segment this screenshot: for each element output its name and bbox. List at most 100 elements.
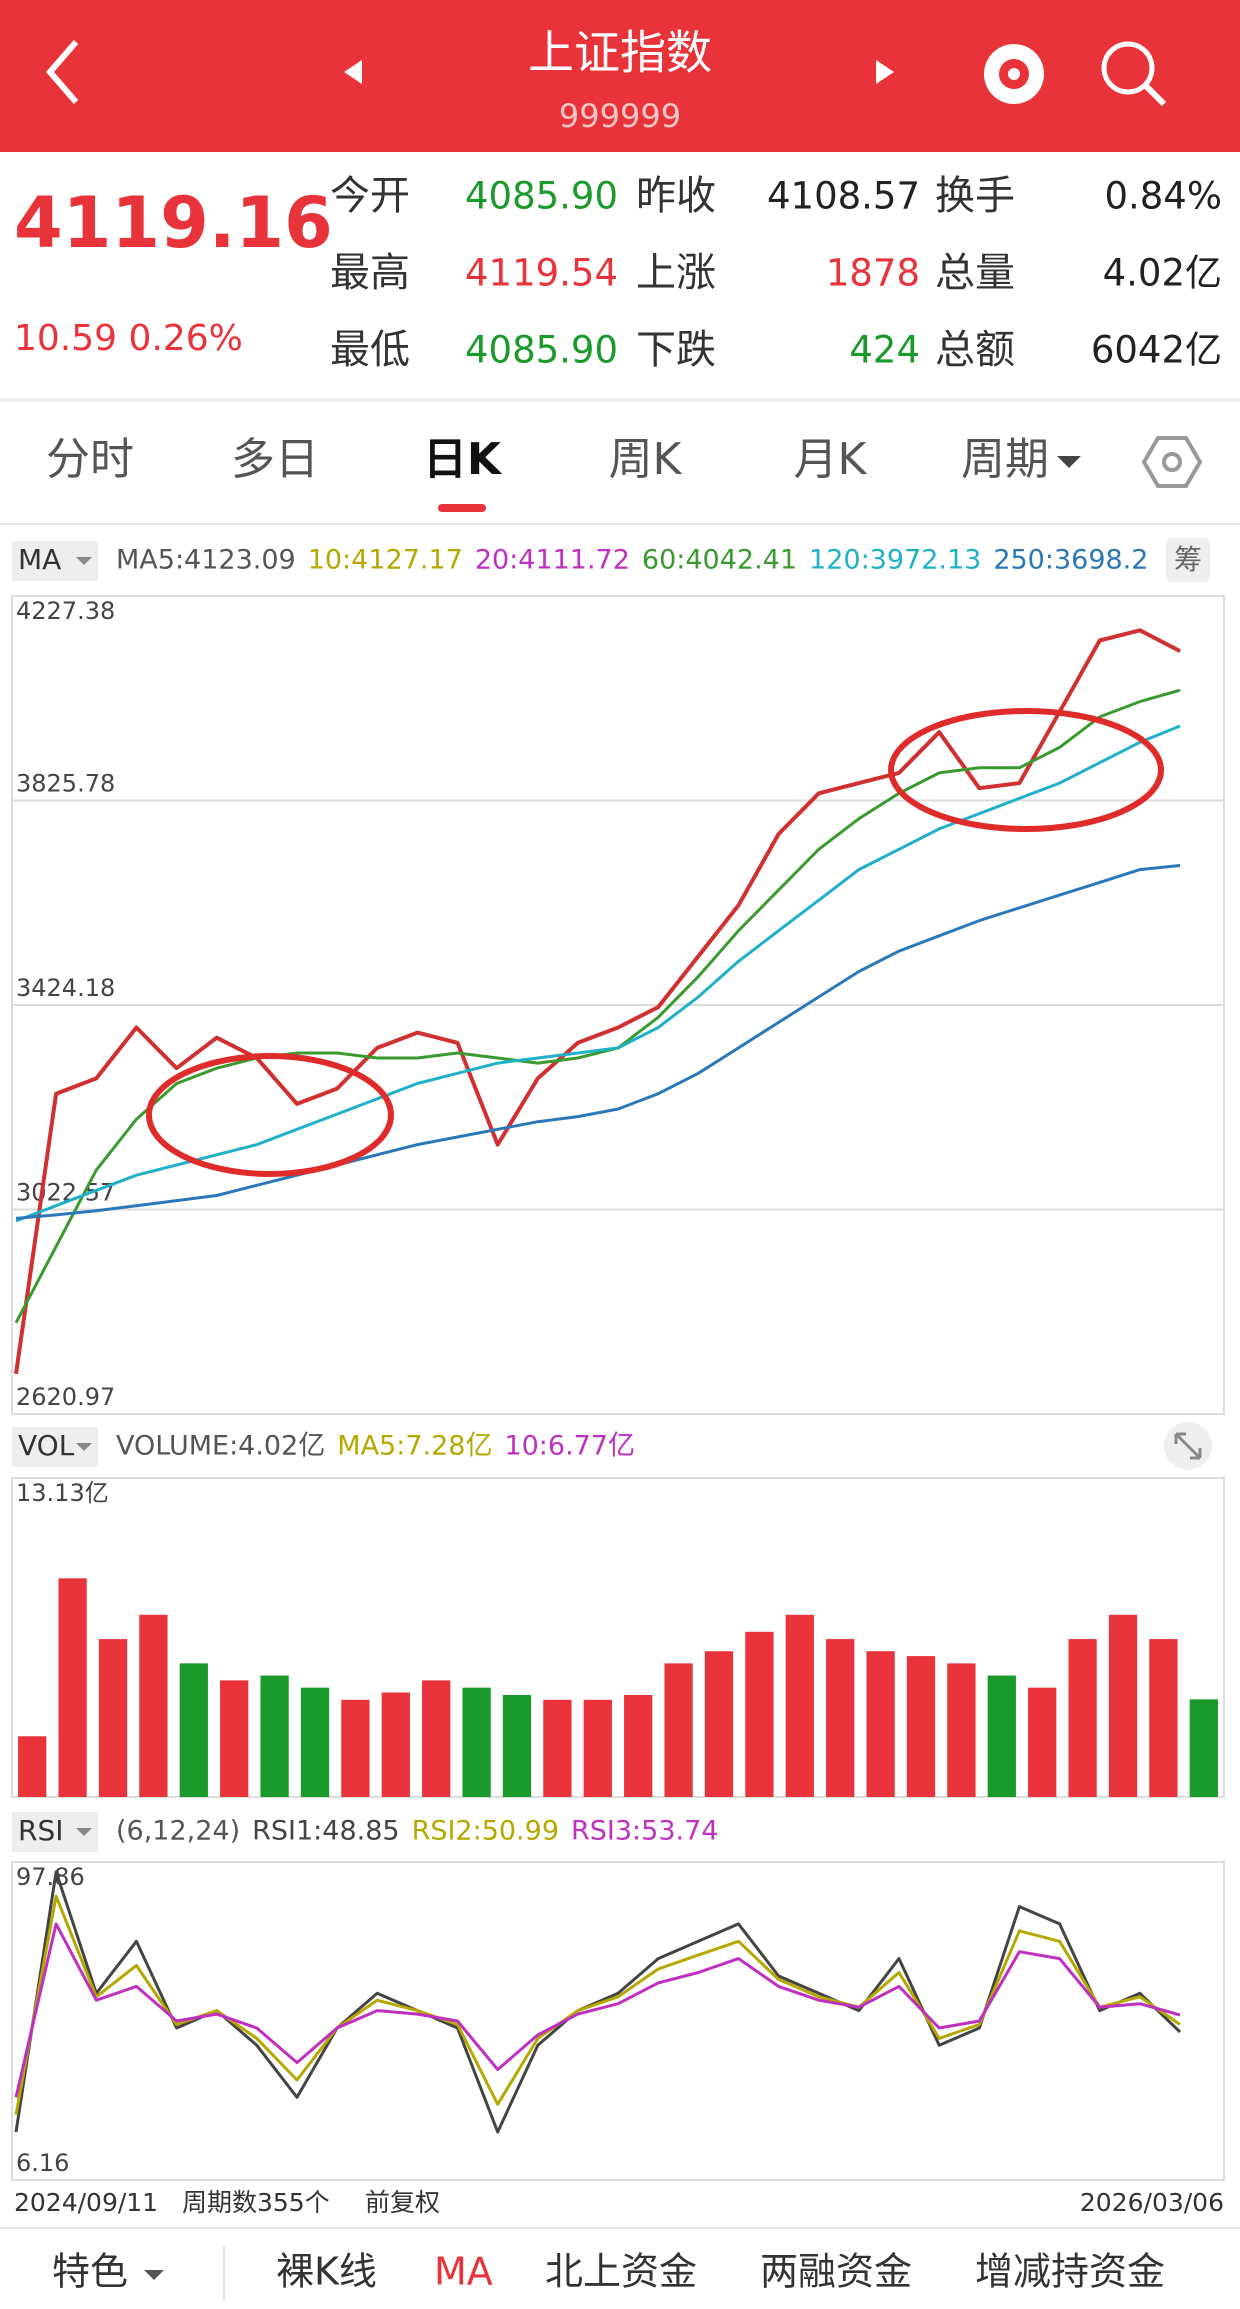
assistant-icon[interactable] (984, 44, 1044, 104)
legend-item: (6,12,24) (116, 1816, 240, 1847)
y-tick-label: 3424.18 (16, 974, 115, 1002)
bottom-tab[interactable]: 增减持资金 (975, 2250, 1165, 2294)
volume-bar (664, 1663, 693, 1797)
settings-hex (1141, 436, 1203, 488)
legend-item: MA5:4123.09 (116, 545, 296, 576)
indicator-select[interactable]: VOL (18, 1429, 75, 1462)
y-tick-label: 97.86 (16, 1863, 85, 1891)
settings-button[interactable] (1141, 436, 1203, 488)
volume-bar (1149, 1639, 1178, 1797)
series-line (15, 724, 1181, 1223)
search-handle (1143, 83, 1167, 107)
legend-item: 20:4111.72 (475, 545, 630, 576)
quote-label: 换手 (935, 173, 1015, 219)
volume-bar (300, 1687, 330, 1797)
volume-bar (866, 1651, 895, 1797)
tab[interactable]: 月K (794, 434, 868, 485)
tab[interactable]: 日K (423, 434, 503, 485)
bottom-tab[interactable]: 特色 (52, 2250, 128, 2294)
volume-bar (1068, 1639, 1097, 1797)
quote-label: 今开 (330, 173, 410, 219)
quote-value: 4108.57 (767, 175, 920, 218)
legend-item: 10:6.77亿 (504, 1431, 635, 1462)
search-lens (1101, 41, 1155, 95)
quote-label: 总额 (935, 327, 1015, 373)
dropdown-caret (144, 2270, 164, 2280)
next-button[interactable] (876, 60, 894, 84)
y-tick-label: 4227.38 (16, 597, 115, 625)
quote-label: 总量 (935, 250, 1015, 296)
settings-dot (1162, 452, 1182, 472)
volume-bar (220, 1680, 249, 1797)
volume-bar (947, 1663, 976, 1797)
volume-bar (785, 1614, 814, 1797)
quote-value: 4085.90 (465, 175, 618, 218)
chip-button[interactable]: 筹 (1166, 538, 1210, 582)
legend-item: 10:4127.17 (308, 545, 463, 576)
indicator-select[interactable]: RSI (18, 1814, 64, 1847)
legend-item: RSI3:53.74 (571, 1816, 718, 1847)
price-change: 10.59 0.26% (14, 318, 243, 359)
bottom-tab[interactable]: 北上资金 (545, 2250, 697, 2294)
volume-bar (341, 1699, 370, 1797)
volume-bar (179, 1663, 208, 1797)
legend-item: 60:4042.41 (642, 545, 797, 576)
volume-bar (502, 1694, 532, 1797)
volume-bar (58, 1578, 87, 1797)
tab[interactable]: 多日 (231, 434, 319, 485)
search-button[interactable] (1101, 41, 1167, 107)
volume-bar (98, 1639, 128, 1797)
volume-bar (18, 1736, 47, 1797)
series-line (14, 628, 1181, 1375)
quote-value: 424 (849, 329, 920, 372)
quote-label: 下跌 (636, 327, 716, 373)
title: 上证指数 (528, 26, 712, 80)
divider (0, 398, 1240, 402)
period-count: 周期数355个 (182, 2188, 330, 2217)
tab-underline (438, 504, 486, 512)
volume-bar (462, 1687, 491, 1797)
adjust-mode[interactable]: 前复权 (365, 2188, 440, 2217)
volume-bar (906, 1656, 936, 1797)
last-price: 4119.16 (14, 182, 333, 264)
bottom-tabs: 特色 裸K线 MA 北上资金 两融资金 增减持资金 (52, 2250, 1165, 2294)
legend-item: 120:3972.13 (809, 545, 981, 576)
bottom-tab[interactable]: MA (434, 2250, 493, 2294)
code: 999999 (559, 97, 681, 135)
expand-button[interactable] (1164, 1422, 1212, 1470)
volume-bar (543, 1699, 572, 1797)
quote-label: 昨收 (636, 173, 716, 219)
icon-pupil (1008, 68, 1020, 80)
plot-frame (11, 1477, 1225, 1798)
series-line (15, 864, 1181, 1220)
prev-button[interactable] (344, 60, 362, 84)
volume-bar (139, 1614, 168, 1797)
quote-value: 0.84% (1104, 175, 1222, 218)
back-button[interactable] (46, 40, 79, 104)
volume-bar (1189, 1699, 1218, 1797)
tab[interactable]: 分时 (46, 434, 134, 485)
tab[interactable]: 周期 (961, 434, 1049, 485)
quote-value: 4085.90 (465, 329, 618, 372)
legend-item: RSI1:48.85 (252, 1816, 399, 1847)
volume-bar (704, 1651, 734, 1797)
annotation-circle (888, 708, 1164, 832)
plot-frame (11, 1861, 1225, 2181)
volume-bar (1108, 1614, 1138, 1797)
quote-value: 1878 (826, 252, 920, 295)
volume-bar (422, 1680, 451, 1797)
dropdown-caret (1057, 456, 1081, 468)
volume-bar (826, 1639, 855, 1797)
indicator-select[interactable]: MA (18, 543, 61, 576)
volume-bar (381, 1692, 410, 1797)
quote-value: 4119.54 (465, 252, 618, 295)
bottom-tab[interactable]: 两融资金 (760, 2250, 912, 2294)
quote-label: 最低 (330, 327, 410, 373)
y-tick-label: 3825.78 (16, 769, 115, 797)
end-date: 2026/03/06 (1080, 2188, 1224, 2217)
tab[interactable]: 周K (609, 434, 683, 485)
quote-value: 6042亿 (1091, 329, 1222, 372)
charts: MA MA5:4123.09 10:4127.17 20:4111.72 60:4042… (11, 541, 1225, 2181)
bottom-tab[interactable]: 裸K线 (276, 2250, 377, 2294)
